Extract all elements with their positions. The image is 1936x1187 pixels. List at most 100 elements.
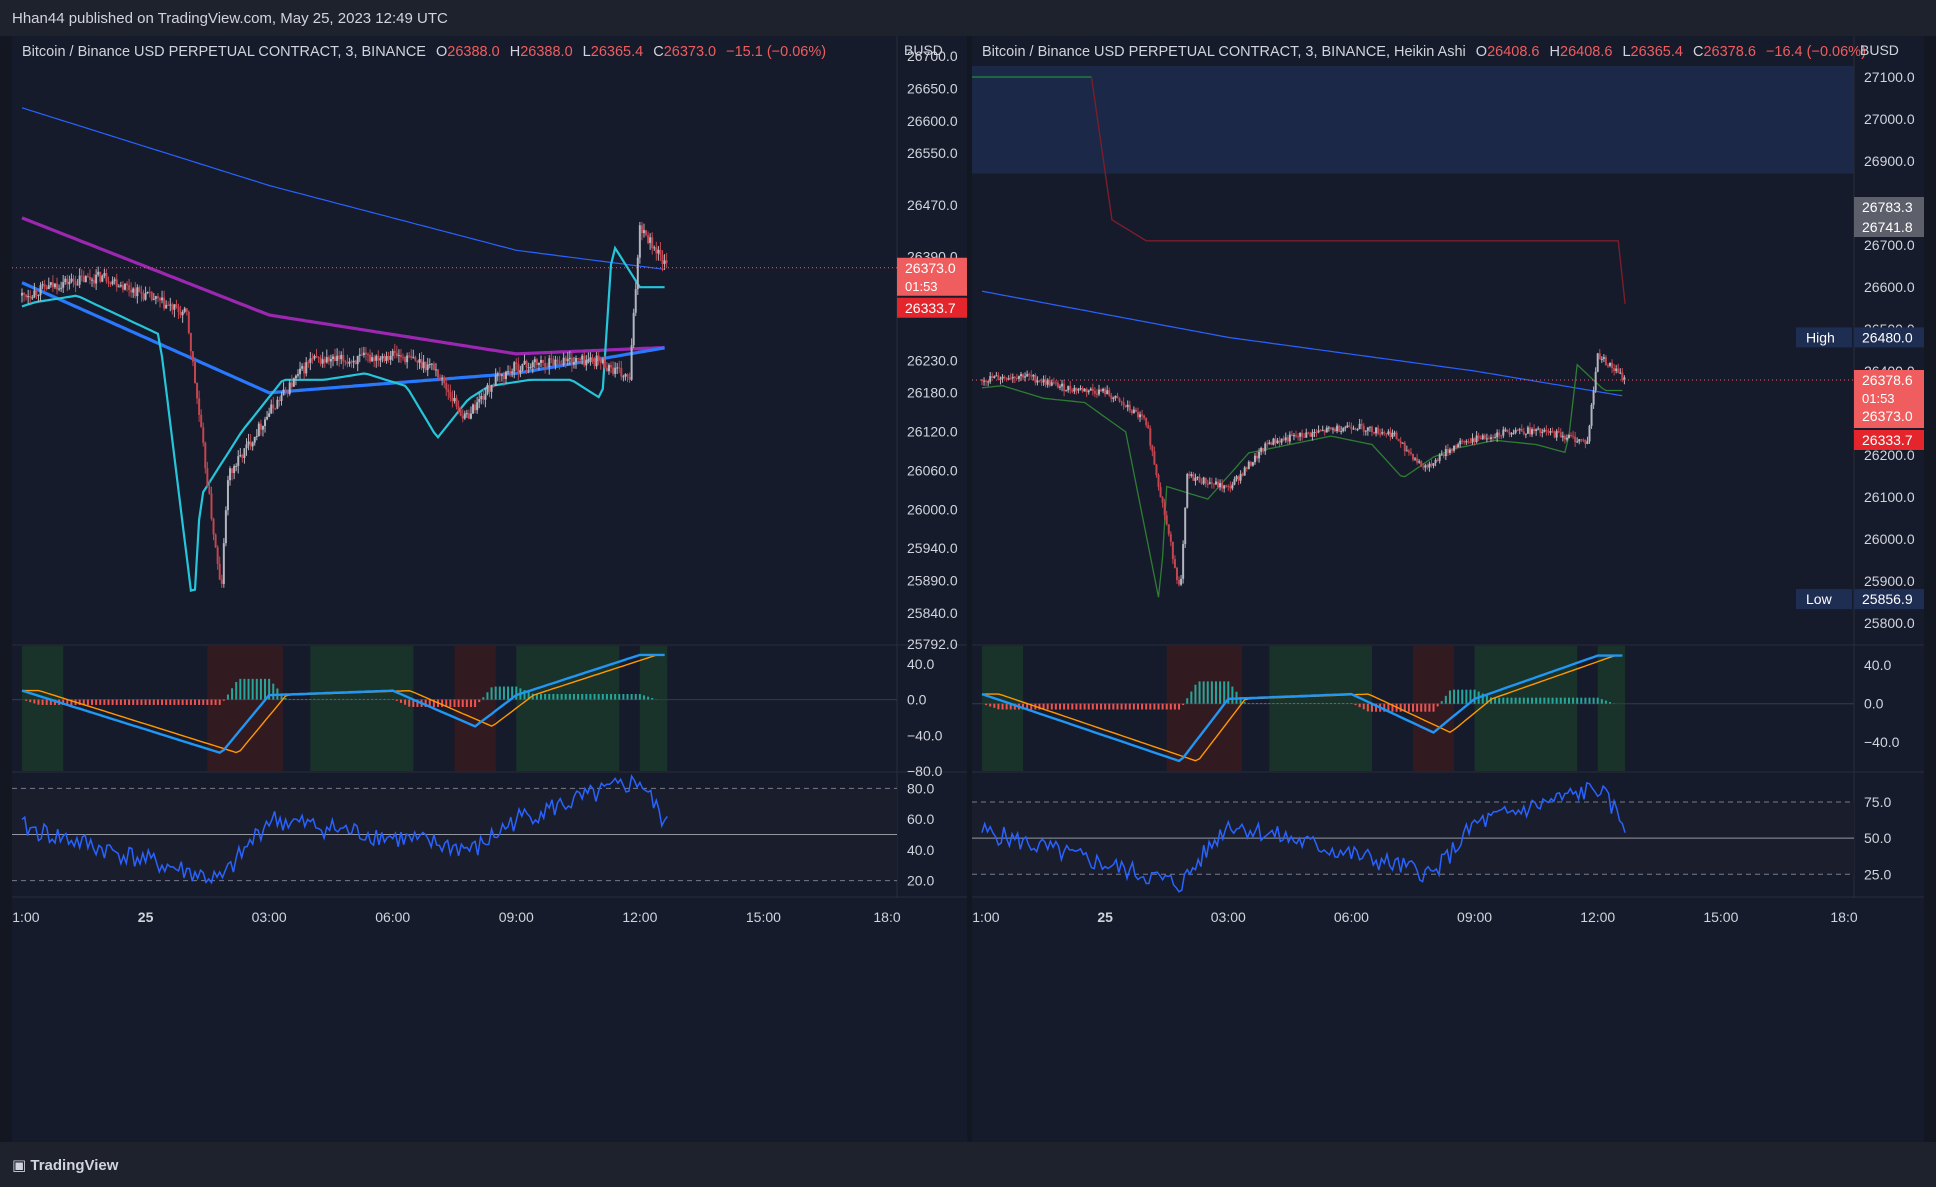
candle-body xyxy=(434,369,437,371)
candle-body xyxy=(1576,441,1579,443)
candle-body xyxy=(562,357,565,365)
candle-body xyxy=(443,377,446,384)
macd-tick-label: 0.0 xyxy=(1864,696,1884,712)
left-symbol[interactable]: Bitcoin / Binance USD PERPETUAL CONTRACT… xyxy=(22,44,426,60)
right-chart-svg[interactable]: 27100.027000.026900.026800.026700.026600… xyxy=(972,36,1924,1142)
candle-body xyxy=(1420,461,1423,467)
left-change: −15.1 (−0.06%) xyxy=(726,44,827,60)
candle-body xyxy=(33,290,36,298)
candle-body xyxy=(1015,378,1018,380)
candle-body xyxy=(220,579,223,584)
candle-body xyxy=(1346,425,1349,428)
high-label: High xyxy=(1806,329,1835,345)
candle-body xyxy=(1586,441,1589,444)
right-high-label: H xyxy=(1549,44,1561,60)
candle-body xyxy=(196,382,199,399)
time-tick-label: 18:0 xyxy=(1830,909,1857,925)
candle-body xyxy=(97,271,100,275)
candle-body xyxy=(412,357,415,359)
candle-body xyxy=(202,427,205,443)
candle-body xyxy=(1514,430,1517,433)
candle-body xyxy=(222,543,225,584)
candle-body xyxy=(1165,515,1168,525)
candle-body xyxy=(1432,463,1435,466)
candle-body xyxy=(1325,427,1328,433)
left-chart-svg[interactable]: 26700.026650.026600.026550.026470.026390… xyxy=(12,36,967,1142)
candle-body xyxy=(1048,380,1051,386)
candle-body xyxy=(29,295,32,298)
candle-body xyxy=(261,426,264,430)
candle-body xyxy=(1574,436,1577,443)
candle-body xyxy=(1253,455,1256,463)
candle-body xyxy=(1311,432,1314,437)
candle-body xyxy=(348,361,351,364)
candle-body xyxy=(1543,429,1546,432)
right-unit: BUSD xyxy=(1860,42,1899,58)
candle-body xyxy=(1286,437,1289,442)
candle-body xyxy=(1147,425,1150,429)
right-symbol[interactable]: Bitcoin / Binance USD PERPETUAL CONTRACT… xyxy=(982,44,1466,60)
candle-body xyxy=(1405,450,1408,452)
candle-body xyxy=(74,281,77,285)
candle-body xyxy=(1169,534,1172,542)
candle-body xyxy=(82,276,85,283)
second-price-tag-label: 26373.0 xyxy=(1862,408,1913,424)
candle-body xyxy=(175,304,178,307)
candle-body xyxy=(1506,429,1509,433)
candle-body xyxy=(1266,443,1269,445)
candle-body xyxy=(369,354,372,362)
candle-body xyxy=(1124,405,1127,408)
candle-body xyxy=(517,363,520,373)
candle-body xyxy=(476,402,479,411)
price-tick-label: 26180.0 xyxy=(907,385,958,401)
candle-body xyxy=(130,289,133,293)
candle-body xyxy=(249,441,252,447)
candle-body xyxy=(1093,390,1096,394)
candle-body xyxy=(241,455,244,458)
rsi-tick-label: 80.0 xyxy=(907,780,934,796)
candle-body xyxy=(305,362,308,374)
candle-body xyxy=(1334,428,1337,432)
macd-tick-label: 40.0 xyxy=(907,656,934,672)
candle-body xyxy=(616,367,619,369)
time-tick-label: 09:00 xyxy=(1457,909,1492,925)
candle-body xyxy=(1233,479,1236,485)
candle-body xyxy=(208,486,211,494)
candle-body xyxy=(424,361,427,370)
red-tag-bg xyxy=(1854,429,1924,450)
candle-body xyxy=(599,359,602,363)
right-chart-panel[interactable]: 27100.027000.026900.026800.026700.026600… xyxy=(972,36,1924,1142)
candle-body xyxy=(1533,429,1536,431)
price-tick-label: 26700.0 xyxy=(1864,237,1915,253)
candle-body xyxy=(1412,453,1414,460)
candle-body xyxy=(303,366,306,374)
candle-body xyxy=(1243,467,1246,476)
candle-body xyxy=(1331,428,1334,430)
candle-body xyxy=(1598,353,1601,360)
candle-body xyxy=(1578,439,1581,442)
candle-body xyxy=(1208,482,1211,484)
candle-body xyxy=(1198,476,1201,483)
candle-body xyxy=(1422,466,1425,468)
candle-body xyxy=(1106,390,1109,395)
left-chart-panel[interactable]: 26700.0 26650.0 26600.0 26550.0 26470.0 26390… xyxy=(12,36,967,1142)
candle-body xyxy=(346,362,349,364)
tradingview-logo[interactable]: ▣ TradingView xyxy=(12,1156,118,1174)
candle-body xyxy=(416,360,419,363)
candle-body xyxy=(583,355,586,366)
candle-body xyxy=(377,355,380,361)
candle-body xyxy=(488,385,491,392)
candle-body xyxy=(344,361,347,363)
price-tick-label: 27100.0 xyxy=(1864,69,1915,85)
candle-body xyxy=(1028,374,1031,376)
candle-body xyxy=(1469,442,1472,444)
candle-body xyxy=(428,364,431,366)
time-tick-label: 06:00 xyxy=(1334,909,1369,925)
candle-body xyxy=(1284,437,1287,441)
candle-body xyxy=(572,362,575,365)
candle-body xyxy=(1524,433,1527,435)
candle-body xyxy=(148,291,151,293)
candle-body xyxy=(1600,358,1603,360)
candle-body xyxy=(1141,414,1144,416)
candle-body xyxy=(540,360,542,363)
